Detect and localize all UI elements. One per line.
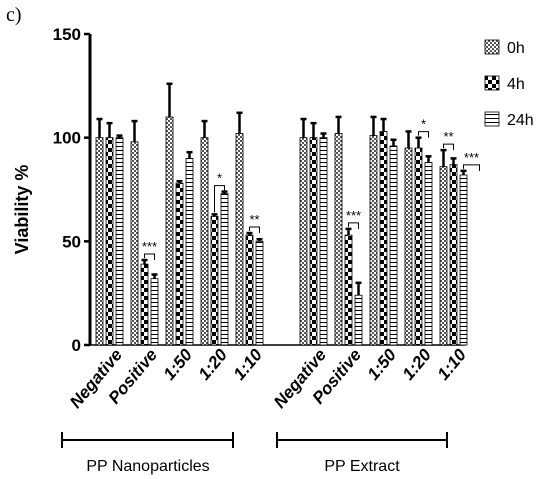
bar-pp-nanoparticles-150-4h: [175, 182, 184, 346]
significance-bracket: [249, 226, 260, 234]
bar-pp-extract-150-0h: [369, 135, 378, 346]
category-label: 1:20: [399, 345, 436, 384]
category-label: 1:20: [195, 345, 232, 384]
y-tick-label: 50: [62, 232, 81, 251]
group-label: PP Nanoparticles: [86, 458, 209, 475]
bar-pp-nanoparticles-110-24h: [255, 240, 264, 346]
bar-pp-extract-150-24h: [389, 145, 398, 346]
significance-bracket: [443, 143, 454, 151]
legend-swatch-24h: [484, 111, 500, 127]
bar-pp-extract-positive-0h: [334, 133, 343, 346]
legend-swatch-4h: [484, 75, 500, 91]
significance-label: *: [421, 117, 426, 132]
panel-label: c): [6, 4, 22, 26]
significance-label: *: [217, 171, 222, 186]
category-label: 1:50: [364, 345, 401, 384]
significance-bracket: [348, 222, 359, 229]
legend-label-24h: 24h: [507, 112, 534, 129]
significance-label: **: [249, 212, 259, 227]
bar-pp-extract-positive-4h: [344, 234, 353, 346]
category-label: 1:50: [160, 345, 197, 384]
bar-pp-extract-150-4h: [379, 131, 388, 346]
bar-pp-extract-110-4h: [449, 164, 458, 346]
significance-bracket: [463, 164, 480, 171]
bar-pp-nanoparticles-positive-0h: [130, 141, 139, 346]
bar-pp-extract-positive-24h: [354, 294, 363, 346]
bar-pp-nanoparticles-negative-0h: [95, 137, 104, 346]
significance-bracket: [418, 131, 429, 138]
y-axis-label: Viability %: [12, 165, 32, 255]
legend-label-4h: 4h: [507, 76, 525, 93]
y-tick-label: 100: [53, 129, 81, 148]
bar-pp-nanoparticles-120-0h: [200, 137, 209, 346]
bar-pp-extract-negative-4h: [309, 137, 318, 346]
significance-label: ***: [346, 208, 361, 223]
bar-pp-extract-120-24h: [424, 162, 433, 346]
legend-swatch-0h: [484, 39, 500, 55]
bar-pp-extract-120-4h: [414, 147, 423, 346]
legend-label-0h: 0h: [507, 40, 525, 57]
bar-pp-extract-120-0h: [404, 147, 413, 346]
group-label: PP Extract: [324, 458, 400, 475]
significance-label: **: [443, 129, 453, 144]
bar-pp-extract-negative-24h: [319, 137, 328, 346]
category-label: 1:10: [230, 345, 267, 384]
category-label: 1:10: [434, 345, 471, 384]
bar-pp-nanoparticles-120-4h: [210, 216, 219, 346]
y-tick-label: 0: [72, 336, 81, 355]
bar-pp-nanoparticles-110-4h: [245, 234, 254, 346]
significance-label: ***: [464, 150, 479, 165]
bar-pp-nanoparticles-positive-4h: [140, 263, 149, 346]
significance-bracket: [214, 185, 225, 213]
y-tick-label: 150: [53, 25, 81, 44]
bar-pp-extract-110-0h: [439, 166, 448, 346]
bar-pp-extract-110-24h: [459, 174, 468, 346]
bar-pp-nanoparticles-120-24h: [220, 193, 229, 346]
bar-pp-nanoparticles-negative-24h: [115, 137, 124, 346]
bar-pp-nanoparticles-110-0h: [235, 133, 244, 346]
significance-bracket: [144, 253, 155, 260]
bar-pp-nanoparticles-150-0h: [165, 116, 174, 346]
significance-label: ***: [142, 239, 157, 254]
bar-pp-nanoparticles-150-24h: [185, 157, 194, 346]
bar-pp-nanoparticles-negative-4h: [105, 137, 114, 346]
bar-pp-extract-negative-0h: [299, 137, 308, 346]
bar-pp-nanoparticles-positive-24h: [150, 278, 159, 346]
